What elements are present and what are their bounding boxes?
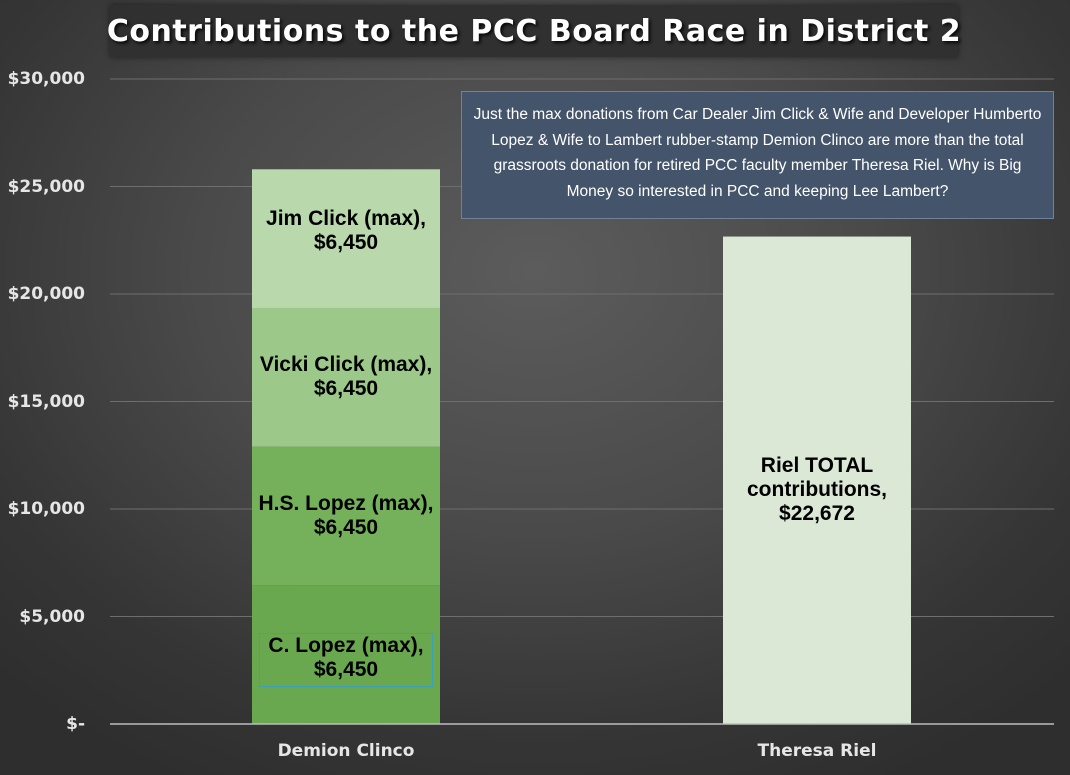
data-label-c-lopez-value: $6,450 — [313, 657, 379, 681]
chart-title: Contributions to the PCC Board Race in D… — [106, 13, 962, 49]
data-label-c-lopez: C. Lopez (max), $6,450 — [259, 632, 433, 687]
bars — [252, 169, 911, 724]
annotation-callout: Just the max donations from Car Dealer J… — [461, 91, 1054, 219]
y-tick-label: $20,000 — [7, 284, 85, 304]
y-tick-label: $5,000 — [19, 606, 85, 627]
chart-title-box: Contributions to the PCC Board Race in D… — [106, 5, 962, 57]
data-label-jim-click-name: Jim Click (max), — [266, 206, 426, 230]
bar-highlight — [252, 169, 440, 308]
x-tick-demion-clinco: Demion Clinco — [277, 741, 415, 761]
data-label-vicki-click-name: Vicki Click (max), — [259, 353, 433, 377]
y-tick-label: $25,000 — [7, 176, 85, 197]
data-label-riel-value: $22,672 — [779, 501, 855, 525]
bar-theresa-riel — [723, 236, 911, 724]
data-label-vicki-click: Vicki Click (max), $6,450 — [246, 353, 446, 401]
data-label-hs-lopez-value: $6,450 — [313, 515, 379, 539]
data-label-jim-click: Jim Click (max), $6,450 — [246, 207, 446, 255]
data-label-riel-line1: Riel TOTAL — [760, 453, 874, 477]
y-tick-label: $30,000 — [7, 69, 85, 89]
data-label-riel-total: Riel TOTAL contributions, $22,672 — [717, 454, 917, 526]
data-label-jim-click-value: $6,450 — [313, 230, 379, 254]
bar-segment-jim-click-max — [252, 169, 440, 308]
data-label-hs-lopez: H.S. Lopez (max), $6,450 — [246, 492, 446, 540]
data-label-hs-lopez-name: H.S. Lopez (max), — [258, 491, 434, 515]
bar-segment-vicki-click-max — [252, 307, 440, 447]
data-label-riel-line2: contributions, — [747, 477, 887, 501]
y-tick-label: $10,000 — [7, 499, 85, 519]
data-label-c-lopez-name: C. Lopez (max), — [268, 633, 424, 657]
bar-segment-c-lopez-max — [252, 585, 440, 724]
x-tick-theresa-riel: Theresa Riel — [757, 741, 877, 761]
y-tick-label: $- — [66, 714, 85, 734]
bar-segment-h-s-lopez-max — [252, 446, 440, 586]
y-tick-label: $15,000 — [7, 391, 85, 412]
data-label-vicki-click-value: $6,450 — [313, 377, 379, 401]
